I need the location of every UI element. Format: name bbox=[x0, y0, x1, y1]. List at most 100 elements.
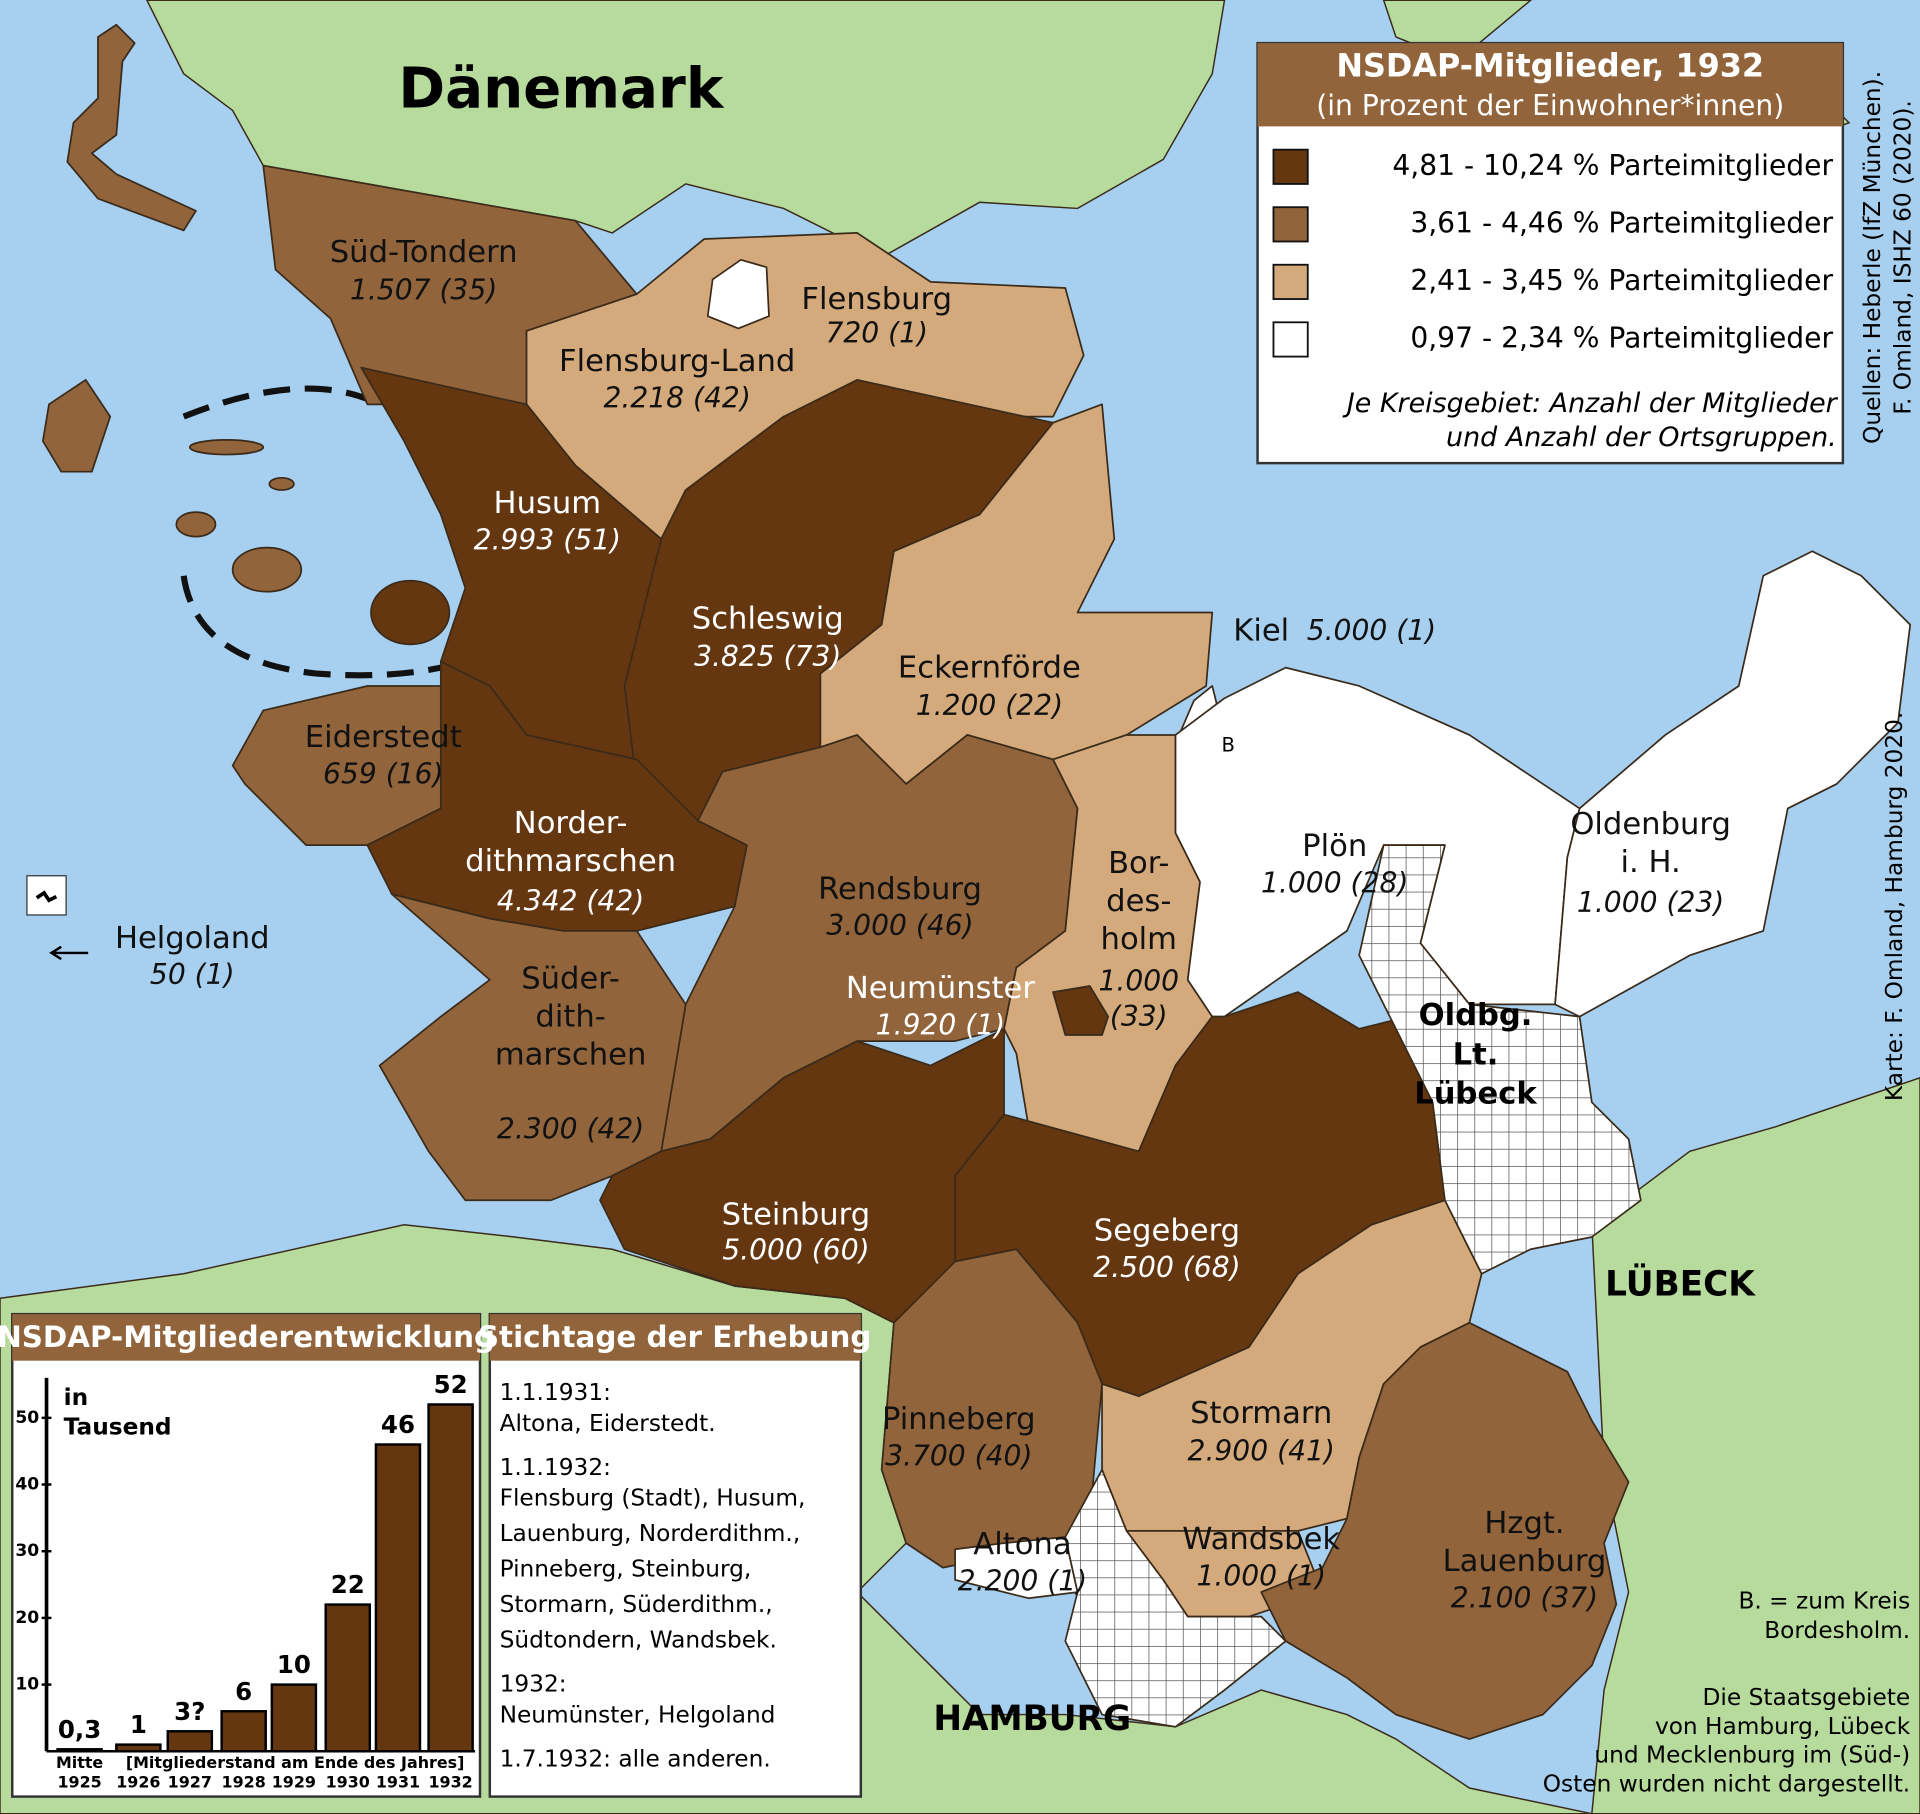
value-label: 1 bbox=[130, 1710, 147, 1739]
x-tick-label: 1928 bbox=[222, 1773, 266, 1792]
district-figures: 1.920 (1) bbox=[876, 1008, 1005, 1041]
district-area bbox=[378, 893, 687, 1202]
legend-label: 2,41 - 3,45 % Parteimitglieder bbox=[1410, 264, 1833, 297]
legend-header bbox=[1257, 43, 1843, 127]
district-name: Eckernförde bbox=[898, 650, 1081, 685]
district-figures: 5.000 (60) bbox=[722, 1234, 869, 1267]
x-note: [Mitgliederstand am Ende des Jahres] bbox=[126, 1753, 465, 1772]
legend bbox=[1256, 41, 1845, 465]
district-name: Oldenburg bbox=[1570, 807, 1731, 842]
district-figures: 2.200 (1) bbox=[958, 1564, 1087, 1597]
district-name: des- bbox=[1106, 884, 1171, 919]
bar bbox=[374, 1443, 422, 1753]
y-axis-label: Tausend bbox=[64, 1414, 172, 1441]
note: Osten wurden nicht dargestellt. bbox=[1543, 1770, 1910, 1797]
date: 1.1.1932: bbox=[500, 1454, 611, 1481]
date: 1.7.1932: alle anderen. bbox=[500, 1745, 771, 1772]
district-name: Süder- bbox=[521, 961, 620, 996]
wadden-border bbox=[180, 385, 467, 679]
bar bbox=[166, 1730, 214, 1753]
dates-header bbox=[489, 1314, 861, 1361]
country-label: Dänemark bbox=[398, 57, 724, 122]
district-name: Stormarn bbox=[1190, 1396, 1332, 1431]
district-name: Süd-Tondern bbox=[330, 235, 518, 270]
legend-label: 0,97 - 2,34 % Parteimitglieder bbox=[1410, 321, 1833, 354]
x-tick-label: 1926 bbox=[116, 1773, 160, 1792]
district-name: marschen bbox=[495, 1037, 647, 1072]
district-figures: 50 (1) bbox=[150, 958, 235, 991]
value-label: 22 bbox=[331, 1570, 365, 1599]
bar bbox=[324, 1603, 372, 1753]
district-name: Segeberg bbox=[1094, 1214, 1240, 1249]
district-name: holm bbox=[1101, 922, 1177, 957]
x-tick-label: 1927 bbox=[168, 1773, 212, 1792]
district-name: Steinburg bbox=[722, 1198, 870, 1233]
bar bbox=[270, 1683, 318, 1753]
city-label: HAMBURG bbox=[933, 1699, 1131, 1739]
district-figures: 1.200 (22) bbox=[916, 689, 1063, 722]
district-figures: 1.000 bbox=[1098, 964, 1179, 997]
date-districts: Lauenburg, Norderdithm., bbox=[500, 1520, 801, 1547]
district-figures: 5.000 (1) bbox=[1307, 614, 1436, 647]
value-label: 52 bbox=[434, 1370, 468, 1399]
district-figures: 2.993 (51) bbox=[474, 523, 621, 556]
district-name: Neumünster bbox=[846, 971, 1036, 1006]
credit: Karte: F. Omland, Hamburg 2020. bbox=[1881, 712, 1908, 1101]
district-figures: (33) bbox=[1110, 1000, 1168, 1033]
y-axis-label: in bbox=[64, 1384, 89, 1411]
date-districts: Neumünster, Helgoland bbox=[500, 1701, 776, 1728]
district-figures: 2.900 (41) bbox=[1188, 1435, 1335, 1468]
district-name: Plön bbox=[1302, 829, 1367, 864]
district-name: Pinneberg bbox=[882, 1402, 1036, 1437]
district-area bbox=[1052, 985, 1110, 1036]
district-name: Helgoland bbox=[115, 921, 270, 956]
dates-frame bbox=[488, 1312, 863, 1798]
district-name: Lauenburg bbox=[1443, 1544, 1607, 1579]
district-name: Norder- bbox=[514, 806, 628, 841]
note: und Mecklenburg im (Süd-) bbox=[1594, 1742, 1910, 1769]
district-figures: 4.342 (42) bbox=[497, 885, 644, 918]
note: Bordesholm. bbox=[1764, 1617, 1910, 1644]
note: von Hamburg, Lübeck bbox=[1655, 1713, 1911, 1740]
sources: F. Omland, ISHZ 60 (2020). bbox=[1890, 100, 1917, 414]
x-tick-label: 1929 bbox=[272, 1773, 316, 1792]
x-prefix: Mitte bbox=[56, 1753, 103, 1772]
y-tick-label: 10 bbox=[15, 1675, 39, 1695]
district-figures: 3.700 (40) bbox=[885, 1439, 1032, 1472]
x-tick-label: 1930 bbox=[326, 1773, 370, 1792]
helgoland-inset bbox=[26, 875, 89, 961]
city-label: LÜBECK bbox=[1605, 1263, 1756, 1304]
value-label: 46 bbox=[381, 1410, 415, 1439]
district-figures: 3.825 (73) bbox=[694, 640, 841, 673]
date-districts: Südtondern, Wandsbek. bbox=[500, 1627, 777, 1654]
date-districts: Altona, Eiderstedt. bbox=[500, 1410, 716, 1437]
note: B. = zum Kreis bbox=[1738, 1587, 1910, 1614]
district-figures: 2.300 (42) bbox=[497, 1112, 644, 1145]
date-districts: Stormarn, Süderdithm., bbox=[500, 1591, 773, 1618]
value-label: 0,3 bbox=[58, 1715, 101, 1744]
y-tick-label: 30 bbox=[15, 1541, 39, 1561]
districts bbox=[231, 164, 1912, 1740]
district-name: dith- bbox=[535, 999, 605, 1034]
bar bbox=[427, 1403, 474, 1753]
helgoland-icon bbox=[35, 890, 58, 903]
legend-subtitle: (in Prozent der Einwohner*innen) bbox=[1316, 89, 1784, 122]
legend-swatch bbox=[1272, 148, 1309, 185]
bar bbox=[56, 1748, 103, 1753]
district-figures: 1.000 (1) bbox=[1196, 1559, 1325, 1592]
labels: Süd-Tondern 1.507 (35) Flensburg-Land2.218… bbox=[115, 235, 1731, 1614]
area-label: Oldbg. bbox=[1419, 998, 1533, 1033]
inset-header bbox=[12, 1314, 480, 1361]
legend-swatch bbox=[1272, 321, 1309, 358]
district-area bbox=[1260, 1321, 1630, 1740]
district-name: Flensburg-Land bbox=[559, 344, 795, 379]
legend-title: NSDAP-Mitglieder, 1932 bbox=[1336, 47, 1764, 85]
legend-swatch bbox=[1272, 263, 1309, 300]
y-tick-label: 20 bbox=[15, 1608, 39, 1628]
district-name: Altona bbox=[973, 1527, 1071, 1562]
district-name: Flensburg bbox=[801, 282, 952, 317]
legend-swatch bbox=[1272, 206, 1309, 243]
district-figures: 2.100 (37) bbox=[1451, 1581, 1598, 1614]
